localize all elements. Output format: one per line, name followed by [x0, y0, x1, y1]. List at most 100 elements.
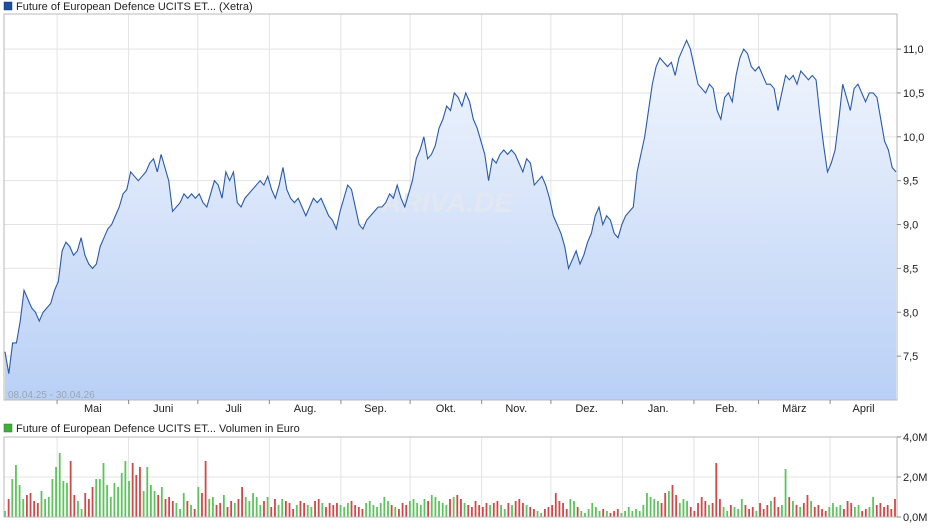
volume-bar [788, 497, 791, 517]
volume-bar [595, 507, 597, 517]
volume-bar [416, 503, 419, 517]
volume-bar [562, 503, 564, 517]
volume-bar [277, 505, 280, 517]
volume-bar [576, 507, 579, 517]
volume-bar [394, 507, 397, 517]
volume-bar [667, 491, 670, 517]
volume-bar [441, 503, 444, 517]
volume-bar [241, 487, 243, 517]
volume-bar [496, 501, 499, 517]
volume-bar [463, 503, 466, 517]
volume-bar [886, 505, 889, 517]
volume-bar [325, 507, 327, 517]
volume-bar [722, 507, 725, 517]
volume-bar [671, 485, 674, 517]
volume-bar [711, 503, 714, 517]
volume-bar [554, 493, 557, 517]
volume-bar [649, 497, 652, 517]
price-y-tick-label: 10,5 [903, 88, 924, 100]
volume-bar [894, 499, 896, 517]
volume-bar [266, 497, 269, 517]
volume-bar [806, 495, 809, 517]
volume-bar [215, 505, 218, 517]
volume-bar [47, 497, 50, 517]
price-x-tick-label: Dez. [575, 403, 598, 415]
volume-bar [40, 491, 43, 517]
price-x-tick-label: Nov. [505, 403, 527, 415]
volume-bar [726, 511, 729, 517]
volume-bar [157, 495, 160, 517]
volume-bar [128, 481, 130, 517]
volume-bar [226, 507, 229, 517]
volume-bar [638, 511, 641, 517]
volume-bar [412, 499, 415, 517]
volume-bar [693, 511, 696, 517]
volume-bar [332, 505, 335, 517]
volume-bar [248, 501, 251, 517]
volume-y-tick-label: 2,0M [903, 472, 927, 484]
volume-legend-label: Future of European Defence UCITS ET... V… [16, 423, 300, 435]
volume-bar [802, 503, 805, 517]
volume-bar [624, 511, 626, 517]
volume-bar [22, 499, 25, 517]
watermark: ARIVA.DE [380, 187, 514, 218]
volume-bar [222, 495, 225, 517]
volume-bar [587, 509, 590, 517]
volume-bar [456, 495, 459, 517]
volume-bar [427, 501, 430, 517]
volume-bar [737, 509, 740, 517]
volume-bar [580, 511, 583, 517]
volume-bar [762, 509, 765, 517]
volume-bar [419, 505, 422, 517]
volume-bar [821, 509, 823, 517]
volume-bar [642, 505, 645, 517]
price-x-tick-label: Feb. [715, 403, 737, 415]
volume-bar [259, 505, 262, 517]
volume-bar [434, 497, 437, 517]
volume-bar [73, 495, 76, 517]
volume-bar [102, 463, 105, 517]
volume-bar [613, 511, 616, 517]
volume-bar [835, 507, 838, 517]
volume-bar [361, 509, 364, 517]
volume-legend-swatch [3, 423, 13, 433]
volume-bar [864, 509, 867, 517]
volume-bar [635, 509, 637, 517]
volume-bar [744, 505, 747, 517]
volume-bar [689, 507, 692, 517]
price-x-tick-label: Okt. [436, 403, 456, 415]
volume-bar [80, 509, 83, 517]
volume-bar [142, 491, 145, 517]
volume-bar [584, 513, 586, 517]
volume-bar [387, 501, 389, 517]
volume-bar [529, 507, 532, 517]
volume-bar [449, 499, 451, 517]
volume-bar [193, 509, 196, 517]
volume-bar [255, 497, 258, 517]
volume-bar [343, 507, 346, 517]
volume-bar [288, 503, 291, 517]
volume-bar [879, 503, 882, 517]
volume-bar [135, 475, 138, 517]
volume-bar [452, 497, 455, 517]
volume-bar [44, 499, 47, 517]
volume-bar [197, 487, 200, 517]
volume-bar [66, 483, 68, 517]
volume-bar [405, 505, 408, 517]
price-line [4, 38, 897, 374]
volume-bar [646, 493, 648, 517]
volume-y-axis: 4,0M 2,0M 0,0M [897, 432, 927, 524]
volume-bar [201, 493, 203, 517]
volume-bar [551, 505, 554, 517]
volume-bar [284, 501, 287, 517]
volume-bar [474, 501, 477, 517]
volume-bar [350, 501, 353, 517]
volume-bar [777, 507, 780, 517]
volume-bar [843, 509, 845, 517]
price-x-tick-label: Jan. [648, 403, 669, 415]
volume-bar [120, 473, 123, 517]
price-y-tick-label: 9,5 [903, 176, 918, 188]
volume-bar [602, 509, 605, 517]
volume-bar [532, 509, 535, 517]
price-x-tick-label: Mai [84, 403, 102, 415]
